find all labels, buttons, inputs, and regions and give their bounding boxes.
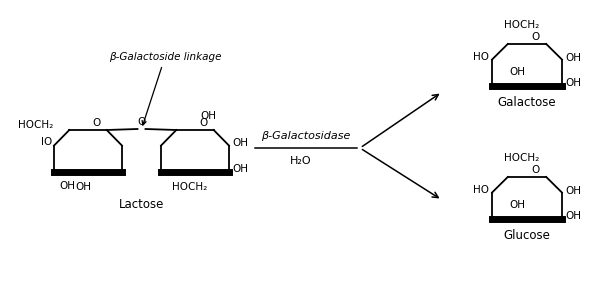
Text: HOCH₂: HOCH₂ bbox=[504, 153, 540, 163]
Text: Glucose: Glucose bbox=[504, 229, 551, 242]
Text: HO: HO bbox=[473, 185, 489, 195]
Text: OH: OH bbox=[232, 164, 248, 174]
Text: O: O bbox=[138, 117, 146, 127]
Text: OH: OH bbox=[565, 53, 581, 63]
Text: OH: OH bbox=[59, 181, 75, 191]
Text: HOCH₂: HOCH₂ bbox=[18, 120, 53, 129]
Text: OH: OH bbox=[75, 182, 91, 192]
Text: OH: OH bbox=[509, 200, 525, 210]
Text: Galactose: Galactose bbox=[498, 96, 556, 109]
Text: OH: OH bbox=[565, 211, 581, 221]
Text: O: O bbox=[92, 118, 100, 128]
Text: HOCH₂: HOCH₂ bbox=[172, 182, 208, 192]
Text: O: O bbox=[531, 32, 540, 42]
Text: OH: OH bbox=[232, 138, 248, 148]
Text: IO: IO bbox=[41, 137, 52, 147]
Text: OH: OH bbox=[201, 111, 217, 121]
Text: HO: HO bbox=[473, 52, 489, 62]
Text: H₂O: H₂O bbox=[290, 156, 312, 166]
Text: OH: OH bbox=[565, 186, 581, 196]
Text: O: O bbox=[199, 118, 207, 128]
Text: Lactose: Lactose bbox=[119, 198, 164, 211]
Text: O: O bbox=[531, 165, 540, 175]
Text: β-Galactosidase: β-Galactosidase bbox=[261, 131, 351, 141]
Text: OH: OH bbox=[565, 78, 581, 88]
Text: β-Galactoside linkage: β-Galactoside linkage bbox=[109, 52, 221, 125]
Text: OH: OH bbox=[509, 67, 525, 77]
Text: HOCH₂: HOCH₂ bbox=[504, 20, 540, 30]
